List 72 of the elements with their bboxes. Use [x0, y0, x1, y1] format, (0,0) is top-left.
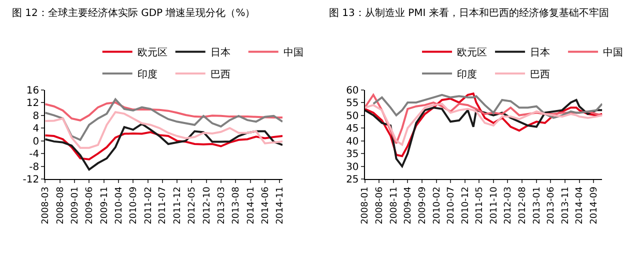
line-series: [364, 102, 602, 146]
x-tick-label: 2013-08: [232, 186, 242, 224]
y-tick-label: 55: [346, 98, 359, 110]
legend-label: 巴西: [530, 69, 550, 80]
x-tick-label: 2009-11: [100, 186, 110, 224]
x-tick-label: 2011-10: [489, 186, 500, 224]
x-tick-label: 2010-07: [446, 186, 456, 224]
legend-label: 印度: [457, 68, 478, 80]
x-tick-label: 2011-02: [144, 186, 154, 224]
x-tick-label: 2010-12: [460, 186, 471, 224]
line-series: [45, 111, 283, 149]
x-tick-label: 2008-08: [56, 186, 66, 224]
x-tick-label: 2009-01: [70, 186, 81, 224]
y-tick-label: 25: [346, 174, 359, 186]
x-tick-label: 2014-04: [575, 186, 586, 224]
legend-label: 中国: [283, 46, 304, 59]
y-tick-label: -12: [22, 174, 40, 186]
x-tick-label: 2014-09: [590, 186, 600, 224]
y-tick-label: -4: [29, 149, 40, 160]
x-tick-label: 2012-03: [504, 186, 514, 224]
x-tick-label: 2011-07: [158, 186, 168, 224]
y-tick-label: 16: [26, 85, 40, 96]
x-tick-label: 2011-05: [475, 186, 486, 224]
x-tick-label: 2012-08: [518, 186, 528, 224]
x-tick-label: 2011-12: [172, 186, 183, 224]
x-tick-label: 2010-02: [432, 186, 442, 224]
x-tick-label: 2010-04: [114, 186, 124, 224]
y-tick-label: 40: [346, 136, 359, 148]
y-tick-label: 0: [32, 136, 40, 148]
x-tick-label: 2014-01: [246, 186, 256, 224]
x-tick-label: 2010-09: [129, 186, 140, 224]
y-tick-label: -8: [29, 162, 40, 173]
chart-title: 图 13：从制造业 PMI 来看，日本和巴西的经济修复基础不牢固: [329, 7, 609, 19]
legend-label: 中国: [603, 46, 624, 59]
y-tick-label: 12: [26, 98, 40, 110]
y-tick-label: 4: [32, 124, 40, 135]
x-tick-label: 2012-10: [202, 186, 212, 224]
x-tick-label: 2009-09: [418, 186, 428, 224]
line-series: [372, 94, 602, 119]
legend-label: 欧元区: [457, 48, 488, 59]
x-tick-label: 2013-01: [532, 186, 542, 224]
y-tick-label: 8: [32, 110, 40, 122]
line-series: [364, 94, 602, 144]
x-tick-label: 2014-06: [260, 186, 271, 224]
x-tick-label: 2013-03: [216, 186, 227, 224]
x-tick-label: 2012-05: [188, 186, 198, 224]
x-tick-label: 2008-11: [389, 186, 400, 224]
y-tick-label: 45: [346, 124, 359, 135]
chart-title: 图 12：全球主要经济体实际 GDP 增速呈现分化（%）: [12, 7, 256, 19]
x-tick-label: 2014-11: [276, 186, 286, 224]
legend-label: 日本: [210, 46, 230, 59]
x-tick-label: 2008-06: [375, 186, 386, 224]
y-tick-label: 35: [346, 149, 359, 160]
x-tick-label: 2009-06: [85, 186, 96, 224]
line-series: [45, 98, 283, 141]
line-series: [364, 92, 602, 158]
line-series: [45, 131, 283, 160]
y-tick-label: 60: [346, 85, 359, 96]
x-tick-label: 2009-04: [404, 186, 414, 224]
x-tick-label: 2008-01: [360, 186, 371, 224]
line-series: [364, 98, 602, 168]
legend-label: 欧元区: [137, 48, 168, 59]
y-tick-label: 50: [346, 110, 359, 122]
y-tick-label: 30: [346, 162, 359, 173]
legend-label: 巴西: [210, 69, 230, 80]
line-series: [45, 122, 283, 171]
legend-label: 印度: [137, 68, 158, 80]
x-tick-label: 2008-03: [41, 186, 52, 224]
x-tick-label: 2013-11: [560, 186, 571, 224]
line-series: [45, 102, 283, 122]
legend-label: 日本: [530, 46, 550, 59]
x-tick-label: 2013-06: [546, 186, 557, 224]
